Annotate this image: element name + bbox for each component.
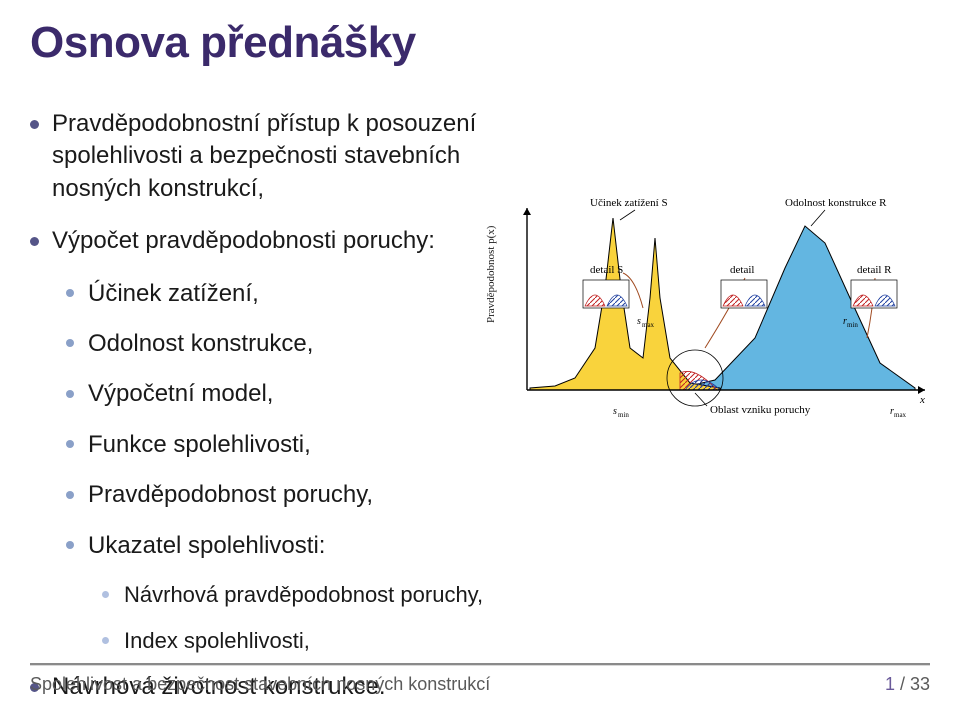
svg-text:s: s: [637, 316, 641, 327]
svg-text:max: max: [894, 411, 907, 419]
bullet-lvl2: Výpočetní model,: [66, 378, 495, 410]
svg-text:x: x: [919, 394, 925, 406]
bullet-lvl3: Návrhová pravděpodobnost poruchy,: [102, 580, 495, 610]
footer-text: Spolehlivost a bezpečnost stavebních nos…: [30, 674, 490, 695]
page-title: Osnova přednášky: [30, 18, 930, 68]
svg-text:min: min: [847, 321, 858, 329]
bullet-list: Pravděpodobnostní přístup k posouzení sp…: [30, 103, 495, 715]
page-number: 1 / 33: [885, 674, 930, 695]
svg-text:Oblast vzniku poruchy: Oblast vzniku poruchy: [710, 404, 811, 416]
svg-text:s: s: [613, 406, 617, 417]
page-total: / 33: [895, 674, 930, 694]
svg-text:detail S: detail S: [590, 264, 623, 276]
svg-text:max: max: [642, 321, 655, 329]
chart-wrap: Účinek zatížení S Odolnost konstrukce R de…: [495, 103, 935, 448]
bullet-lvl2: Funkce spolehlivosti,: [66, 429, 495, 461]
svg-text:detail: detail: [730, 264, 754, 276]
content-row: Pravděpodobnostní přístup k posouzení sp…: [30, 103, 930, 715]
bullet-lvl2: Ukazatel spolehlivosti:: [66, 530, 495, 562]
footer-rule: [30, 663, 930, 665]
bullet-lvl3: Index spolehlivosti,: [102, 626, 495, 656]
slide: Osnova přednášky Pravděpodobnostní příst…: [0, 0, 960, 715]
chart-yaxis-label: Pravděpodobnost p(x): [485, 226, 497, 323]
footer: Spolehlivost a bezpečnost stavebních nos…: [0, 674, 960, 695]
svg-text:Účinek zatížení S: Účinek zatížení S: [590, 198, 668, 209]
bullet-lvl1: Pravděpodobnostní přístup k posouzení sp…: [30, 108, 495, 205]
reliability-chart: Účinek zatížení S Odolnost konstrukce R de…: [495, 198, 935, 448]
svg-text:min: min: [618, 411, 629, 419]
bullet-lvl2: Odolnost konstrukce,: [66, 328, 495, 360]
svg-text:Odolnost konstrukce R: Odolnost konstrukce R: [785, 198, 887, 209]
page-current: 1: [885, 674, 895, 694]
bullet-lvl1: Výpočet pravděpodobnosti poruchy:: [30, 225, 495, 257]
bullet-lvl2: Pravděpodobnost poruchy,: [66, 479, 495, 511]
svg-text:detail R: detail R: [857, 264, 892, 276]
bullet-lvl2: Účinek zatížení,: [66, 278, 495, 310]
